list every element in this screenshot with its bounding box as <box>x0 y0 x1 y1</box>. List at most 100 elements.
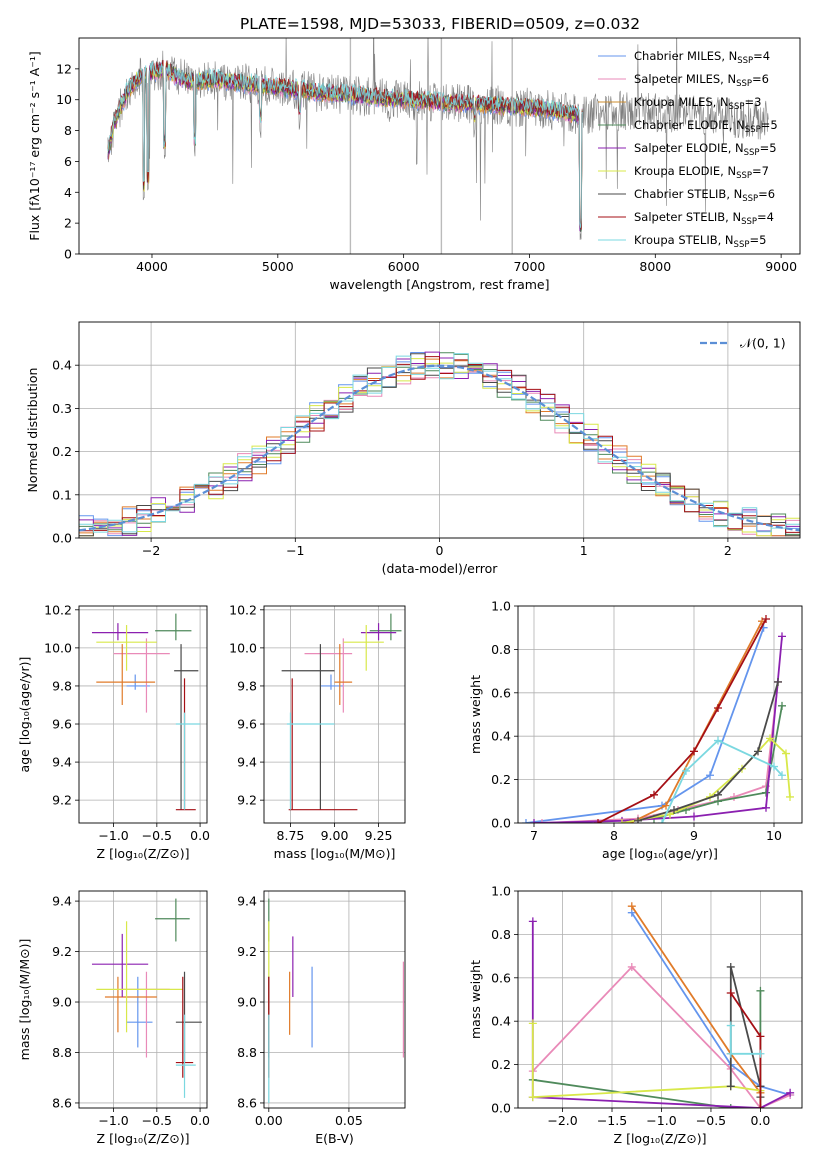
y-tick-label: 0.2 <box>52 444 72 459</box>
histogram-legend: 𝒩(0, 1) <box>700 336 786 351</box>
y-axis-label: mass weight <box>468 960 483 1039</box>
x-tick-label: −1 <box>286 543 304 558</box>
x-tick-label: 0.05 <box>335 1113 363 1128</box>
spectrum-model-line <box>107 61 583 228</box>
mass-weight-marker <box>726 1049 735 1058</box>
y-axis-label: mass [log₁₀(M/M⊙)] <box>17 939 32 1061</box>
legend-label: Kroupa ELODIE, NSSP=7 <box>634 164 769 181</box>
errorbar-point <box>369 613 402 641</box>
y-tick-label: 0.2 <box>491 772 511 787</box>
y-tick-label: 0.4 <box>491 729 511 744</box>
spectrum-lines <box>107 38 769 254</box>
x-tick-label: −0.5 <box>142 828 172 843</box>
mass-weight-marker <box>528 1019 537 1028</box>
mass-weight-marker <box>756 1032 765 1041</box>
mass_vs_Z-errorbars <box>91 898 202 1098</box>
mass-weight-marker <box>726 1104 735 1108</box>
y-tick-label: 0.6 <box>491 970 511 985</box>
legend-tail: =4 <box>753 49 770 63</box>
mass-weight-marker <box>594 819 602 823</box>
legend-label: 𝒩(0, 1) <box>740 336 786 351</box>
y-tick-label: 10.0 <box>44 640 72 655</box>
errorbar-point <box>91 623 149 641</box>
mass-weight-line <box>531 921 791 1108</box>
legend-tail: =6 <box>758 187 775 201</box>
legend-label: Chabrier MILES, NSSP=4 <box>634 49 770 66</box>
mass-weight-marker <box>714 790 722 799</box>
y-tick-label: 9.4 <box>237 894 257 909</box>
errorbar-point <box>122 971 170 1058</box>
x-tick-label: −1.0 <box>98 1113 128 1128</box>
mass-weight-line <box>631 912 791 1096</box>
legend-label: Chabrier ELODIE, NSSP=5 <box>634 118 778 135</box>
errorbar-point <box>113 638 170 713</box>
age_vs_mass-errorbars <box>281 613 402 811</box>
y-axis-label: Normed distribution <box>25 368 40 493</box>
mass-weight-marker <box>538 819 546 823</box>
x-axis-label: E(B-V) <box>315 1131 354 1146</box>
legend-tail: =4 <box>757 210 774 224</box>
y-tick-label: 0.8 <box>491 642 511 657</box>
mass-weight-marker <box>762 615 770 624</box>
age_vs_mass-frame <box>263 605 406 824</box>
histogram-steps <box>79 351 800 537</box>
mass-weight-marker <box>770 762 778 771</box>
x-tick-label: 9000 <box>765 259 797 274</box>
mass-weight-marker <box>682 766 690 775</box>
spectrum-model-line <box>107 60 583 232</box>
y-tick-label: 0.8 <box>491 927 511 942</box>
y-tick-label: 8.8 <box>52 1045 72 1060</box>
residual_hist-frame <box>78 321 801 539</box>
mass-weight-marker <box>754 747 762 756</box>
mass-weight-marker <box>786 1088 795 1097</box>
y-tick-label: 8.6 <box>237 1095 257 1110</box>
y-axis-label: age [log₁₀(age/yr)] <box>17 657 32 773</box>
x-tick-label: −1.5 <box>597 1113 627 1128</box>
x-tick-label: −0.5 <box>696 1113 726 1128</box>
x-tick-label: 8 <box>610 828 618 843</box>
y-tick-label: 0.0 <box>491 816 511 831</box>
spectrum-model-line <box>107 59 583 230</box>
x-tick-label: 0.00 <box>255 1113 283 1128</box>
massweight_vs_age-frame <box>517 605 803 824</box>
legend-tail: =7 <box>752 164 769 178</box>
x-tick-label: 1 <box>580 543 588 558</box>
errorbar-point <box>96 644 156 705</box>
mass-weight-marker <box>756 1104 765 1108</box>
mass_vs_Z-frame <box>78 890 208 1109</box>
mass-weight-marker <box>766 734 774 743</box>
errorbar-point <box>175 678 196 811</box>
errorbar-point <box>334 644 353 705</box>
errorbar-point <box>104 976 157 1033</box>
legend-tail: =5 <box>760 141 777 155</box>
mass-weight-marker <box>762 788 770 797</box>
x-tick-label: 2 <box>724 543 732 558</box>
legend-label: Salpeter ELODIE, NSSP=5 <box>634 141 777 158</box>
mass-weight-marker <box>778 771 786 780</box>
errorbar-point <box>155 613 192 641</box>
mass-weight-line <box>525 627 765 823</box>
histogram-step-line <box>79 356 800 533</box>
x-tick-label: 8.75 <box>277 828 305 843</box>
x-tick-label: 0.0 <box>190 828 210 843</box>
mass-weight-marker <box>730 792 738 801</box>
mass-weight-line <box>729 966 762 1098</box>
errorbar-point <box>174 644 199 810</box>
y-tick-label: 9.6 <box>52 717 72 732</box>
legend-subscript: SSP <box>742 194 758 204</box>
x-tick-label: 8000 <box>639 259 671 274</box>
y-tick-label: 9.2 <box>237 793 257 808</box>
x-tick-label: 9 <box>690 828 698 843</box>
mass-weight-marker <box>618 819 626 823</box>
mass-weight-marker <box>756 1049 765 1058</box>
y-tick-label: 9.8 <box>237 678 257 693</box>
mass-weight-marker <box>774 677 782 686</box>
mass-weight-marker <box>634 816 642 823</box>
errorbar-point <box>96 921 183 1033</box>
y-axis-label: mass weight <box>468 675 483 754</box>
figure-title: PLATE=1598, MJD=53033, FIBERID=0509, z=0… <box>240 15 640 33</box>
y-tick-label: 9.4 <box>52 894 72 909</box>
mass-weight-marker <box>528 917 537 926</box>
x-tick-label: −2 <box>142 543 160 558</box>
mass-weight-marker <box>670 805 678 814</box>
